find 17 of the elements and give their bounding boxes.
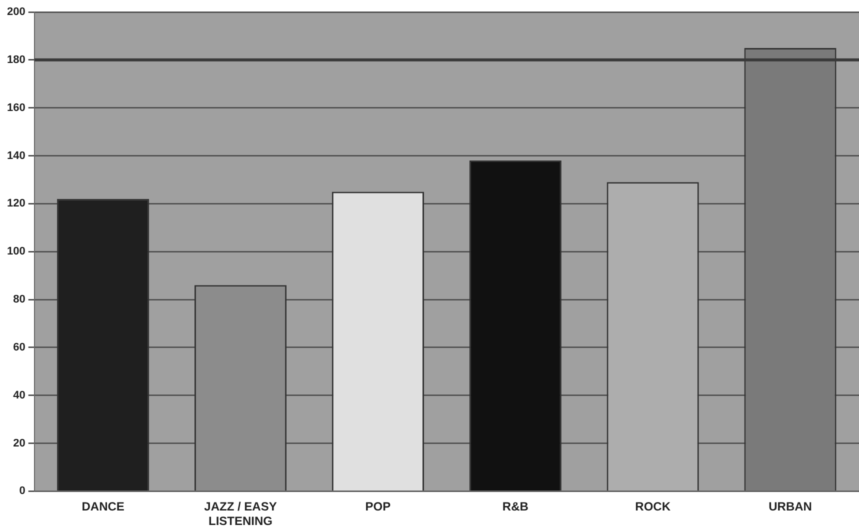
x-tick-label: URBAN (768, 500, 812, 514)
y-tick-label: 80 (13, 294, 26, 306)
y-tick-label: 180 (6, 54, 26, 66)
y-tick-label: 160 (6, 102, 26, 114)
y-tick-label: 40 (13, 389, 26, 402)
y-tick-label: 100 (6, 246, 26, 258)
y-tick-label: 120 (6, 198, 26, 210)
x-tick-label: DANCE (82, 500, 124, 514)
y-tick-label: 20 (13, 437, 26, 450)
x-tick-label: R&B (502, 500, 529, 514)
y-tick-label: 140 (6, 150, 26, 162)
y-tick-label: 60 (13, 341, 26, 354)
x-tick-label: JAZZ / EASY LISTENING (204, 500, 277, 528)
y-tick-label: 0 (19, 485, 26, 498)
x-tick-label: ROCK (635, 500, 671, 514)
y-tick-label: 200 (6, 6, 26, 18)
x-tick-label: POP (365, 500, 391, 514)
